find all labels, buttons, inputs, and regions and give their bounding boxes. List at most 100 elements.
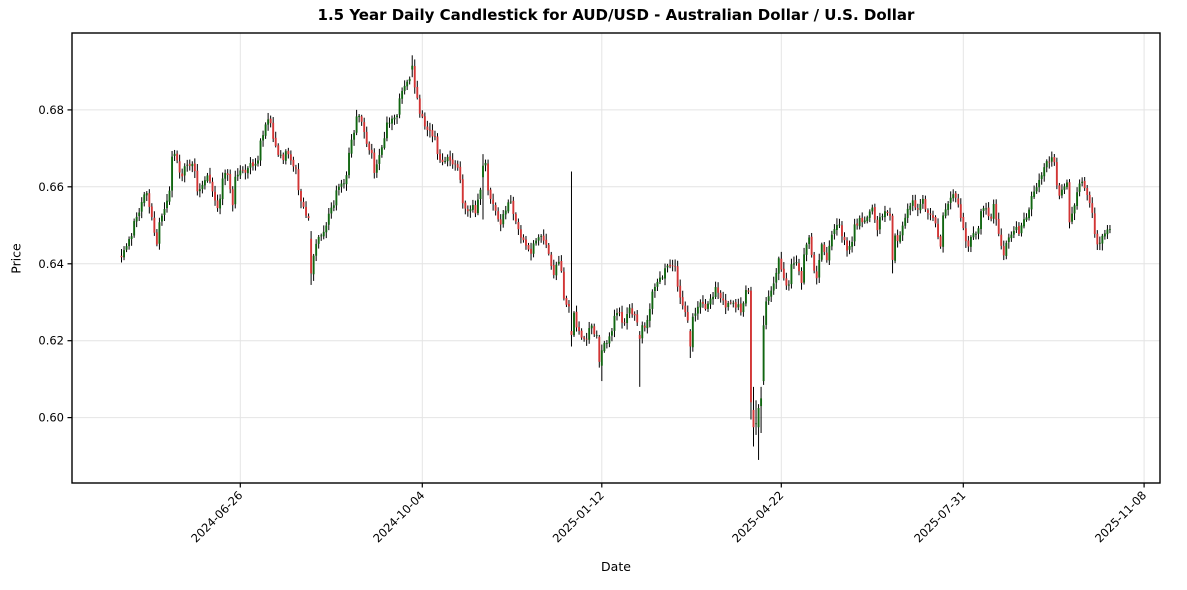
candle xyxy=(343,178,345,189)
candle xyxy=(1012,226,1015,239)
candle xyxy=(393,114,396,125)
candle xyxy=(484,159,487,172)
candle xyxy=(709,294,712,309)
candle xyxy=(168,186,171,205)
candle xyxy=(552,259,555,279)
candle xyxy=(1081,177,1084,187)
candle xyxy=(1106,225,1109,239)
candle xyxy=(155,229,158,247)
y-tick-label: 0.66 xyxy=(38,180,64,194)
candle xyxy=(1053,153,1056,166)
candle xyxy=(704,299,707,311)
candle xyxy=(191,161,194,173)
candle xyxy=(1098,236,1101,251)
candle xyxy=(659,271,661,285)
candle xyxy=(921,194,924,209)
candle xyxy=(439,149,441,163)
candle xyxy=(383,131,386,150)
candle xyxy=(123,246,125,261)
candle xyxy=(416,80,419,100)
candle xyxy=(889,207,891,221)
candle xyxy=(643,322,646,332)
candle xyxy=(841,221,843,243)
candle xyxy=(241,166,244,174)
candle xyxy=(937,218,939,240)
candle xyxy=(957,193,960,208)
candle xyxy=(1002,240,1005,261)
candle xyxy=(573,311,575,337)
candle xyxy=(474,200,477,218)
chart-title: 1.5 Year Daily Candlestick for AUD/USD -… xyxy=(317,6,915,24)
candle xyxy=(578,321,581,335)
candle xyxy=(547,243,550,256)
candle xyxy=(330,202,333,219)
candle xyxy=(962,212,965,231)
candle xyxy=(833,224,836,240)
candle xyxy=(1007,233,1010,249)
candle xyxy=(340,179,343,193)
candle xyxy=(603,340,606,353)
candle xyxy=(623,318,626,326)
candle xyxy=(671,259,674,272)
candle xyxy=(284,149,287,165)
candle xyxy=(370,143,373,159)
candle xyxy=(221,172,224,206)
candle xyxy=(464,200,467,215)
candle xyxy=(1088,191,1091,208)
candle xyxy=(292,156,295,172)
candle xyxy=(1017,222,1020,236)
candle xyxy=(838,218,841,229)
candle xyxy=(469,205,472,218)
candle xyxy=(825,246,828,263)
candle xyxy=(800,267,803,290)
candle xyxy=(1000,228,1003,250)
candle xyxy=(712,291,714,305)
candle xyxy=(1109,225,1111,234)
candle xyxy=(446,154,449,167)
candle xyxy=(977,225,980,240)
candle xyxy=(249,157,252,175)
candle xyxy=(732,300,735,308)
candle xyxy=(909,202,912,216)
candle xyxy=(214,185,216,206)
candle xyxy=(277,143,280,157)
candle xyxy=(401,87,404,104)
x-tick-label: 2025-04-22 xyxy=(729,488,786,545)
candle xyxy=(262,130,265,147)
candle xyxy=(904,213,907,229)
candle xyxy=(413,59,416,94)
candle xyxy=(161,213,163,226)
candle xyxy=(871,204,874,215)
y-tick-label: 0.62 xyxy=(38,334,64,348)
candle xyxy=(246,166,249,179)
candle xyxy=(512,196,515,221)
candle xyxy=(494,202,497,216)
candle xyxy=(856,218,859,230)
y-tick-label: 0.64 xyxy=(38,257,64,271)
candle xyxy=(1030,191,1033,217)
candle xyxy=(259,138,262,166)
candle xyxy=(378,148,381,171)
candle xyxy=(846,237,848,257)
candle xyxy=(466,205,469,217)
candle xyxy=(504,205,507,220)
candle xyxy=(613,309,616,338)
candle xyxy=(785,272,788,290)
candle xyxy=(899,231,902,244)
candle xyxy=(307,213,310,221)
candle xyxy=(211,177,214,197)
candle xyxy=(431,124,434,143)
candle xyxy=(502,210,505,228)
candle xyxy=(441,153,444,166)
candle xyxy=(264,122,267,139)
candle xyxy=(150,203,153,221)
candle xyxy=(203,176,206,190)
candle xyxy=(120,249,123,263)
candle xyxy=(653,283,656,298)
candle xyxy=(522,234,525,243)
candle xyxy=(666,263,669,273)
candle xyxy=(444,156,447,164)
candle xyxy=(1015,221,1018,234)
candle xyxy=(1068,179,1071,229)
